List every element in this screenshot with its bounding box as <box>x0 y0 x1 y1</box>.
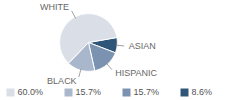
svg-text:8.6%: 8.6% <box>192 87 213 97</box>
svg-text:60.0%: 60.0% <box>18 87 44 97</box>
svg-text:ASIAN: ASIAN <box>129 41 156 51</box>
svg-text:15.7%: 15.7% <box>134 87 160 97</box>
svg-text:HISPANIC: HISPANIC <box>115 68 157 78</box>
svg-text:WHITE: WHITE <box>40 2 69 12</box>
svg-text:BLACK: BLACK <box>47 76 77 86</box>
svg-text:15.7%: 15.7% <box>76 87 102 97</box>
